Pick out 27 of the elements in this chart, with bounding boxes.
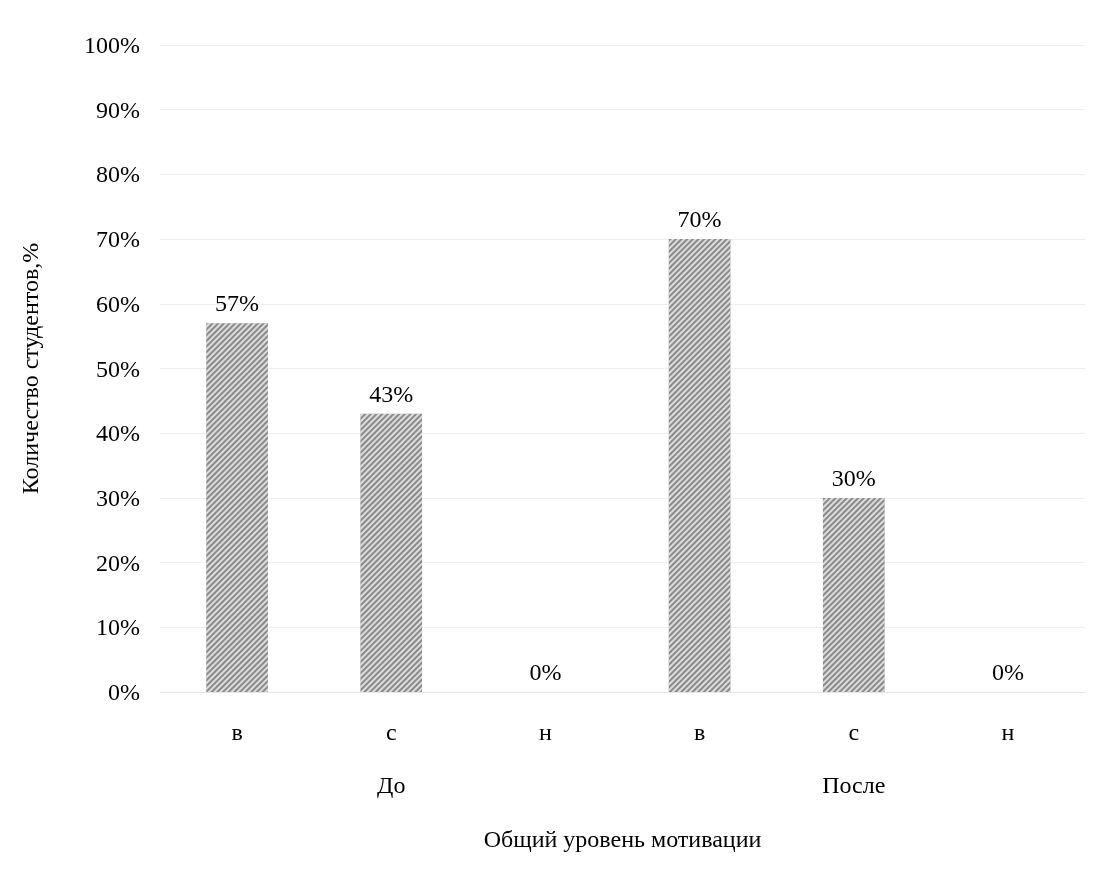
data-label: 0% <box>529 659 562 685</box>
text: До <box>377 772 406 798</box>
y-tick-label: 10% <box>96 614 140 641</box>
y-tick-label: 90% <box>96 96 140 123</box>
y-tick-label: 30% <box>96 484 140 511</box>
x-axis-title: Общий уровень мотивации <box>483 826 762 852</box>
y-tick-label: 100% <box>84 32 140 58</box>
data-label: 30% <box>831 464 876 491</box>
y-tick-label: 50% <box>96 355 140 382</box>
y-tick-label: 60% <box>96 290 140 317</box>
x-tick-label: н <box>538 719 552 745</box>
x-tick-label: с <box>848 719 860 745</box>
text: После <box>822 772 886 798</box>
y-axis-title: Количество студентов,% <box>17 242 43 495</box>
y-tick-label: 40% <box>96 420 140 447</box>
y-tick-label: 80% <box>96 161 140 188</box>
data-label: 70% <box>677 206 722 233</box>
y-tick-label: 0% <box>108 679 140 705</box>
x-tick-label: с <box>385 719 397 745</box>
x-tick-label: н <box>1001 719 1015 745</box>
data-label: 0% <box>991 659 1024 685</box>
x-tick-label: в <box>231 719 243 745</box>
data-label: 43% <box>369 380 414 407</box>
y-tick-label: 70% <box>96 226 140 253</box>
data-label: 57% <box>215 290 260 317</box>
y-tick-label: 20% <box>96 549 140 576</box>
x-tick-label: в <box>693 719 706 745</box>
